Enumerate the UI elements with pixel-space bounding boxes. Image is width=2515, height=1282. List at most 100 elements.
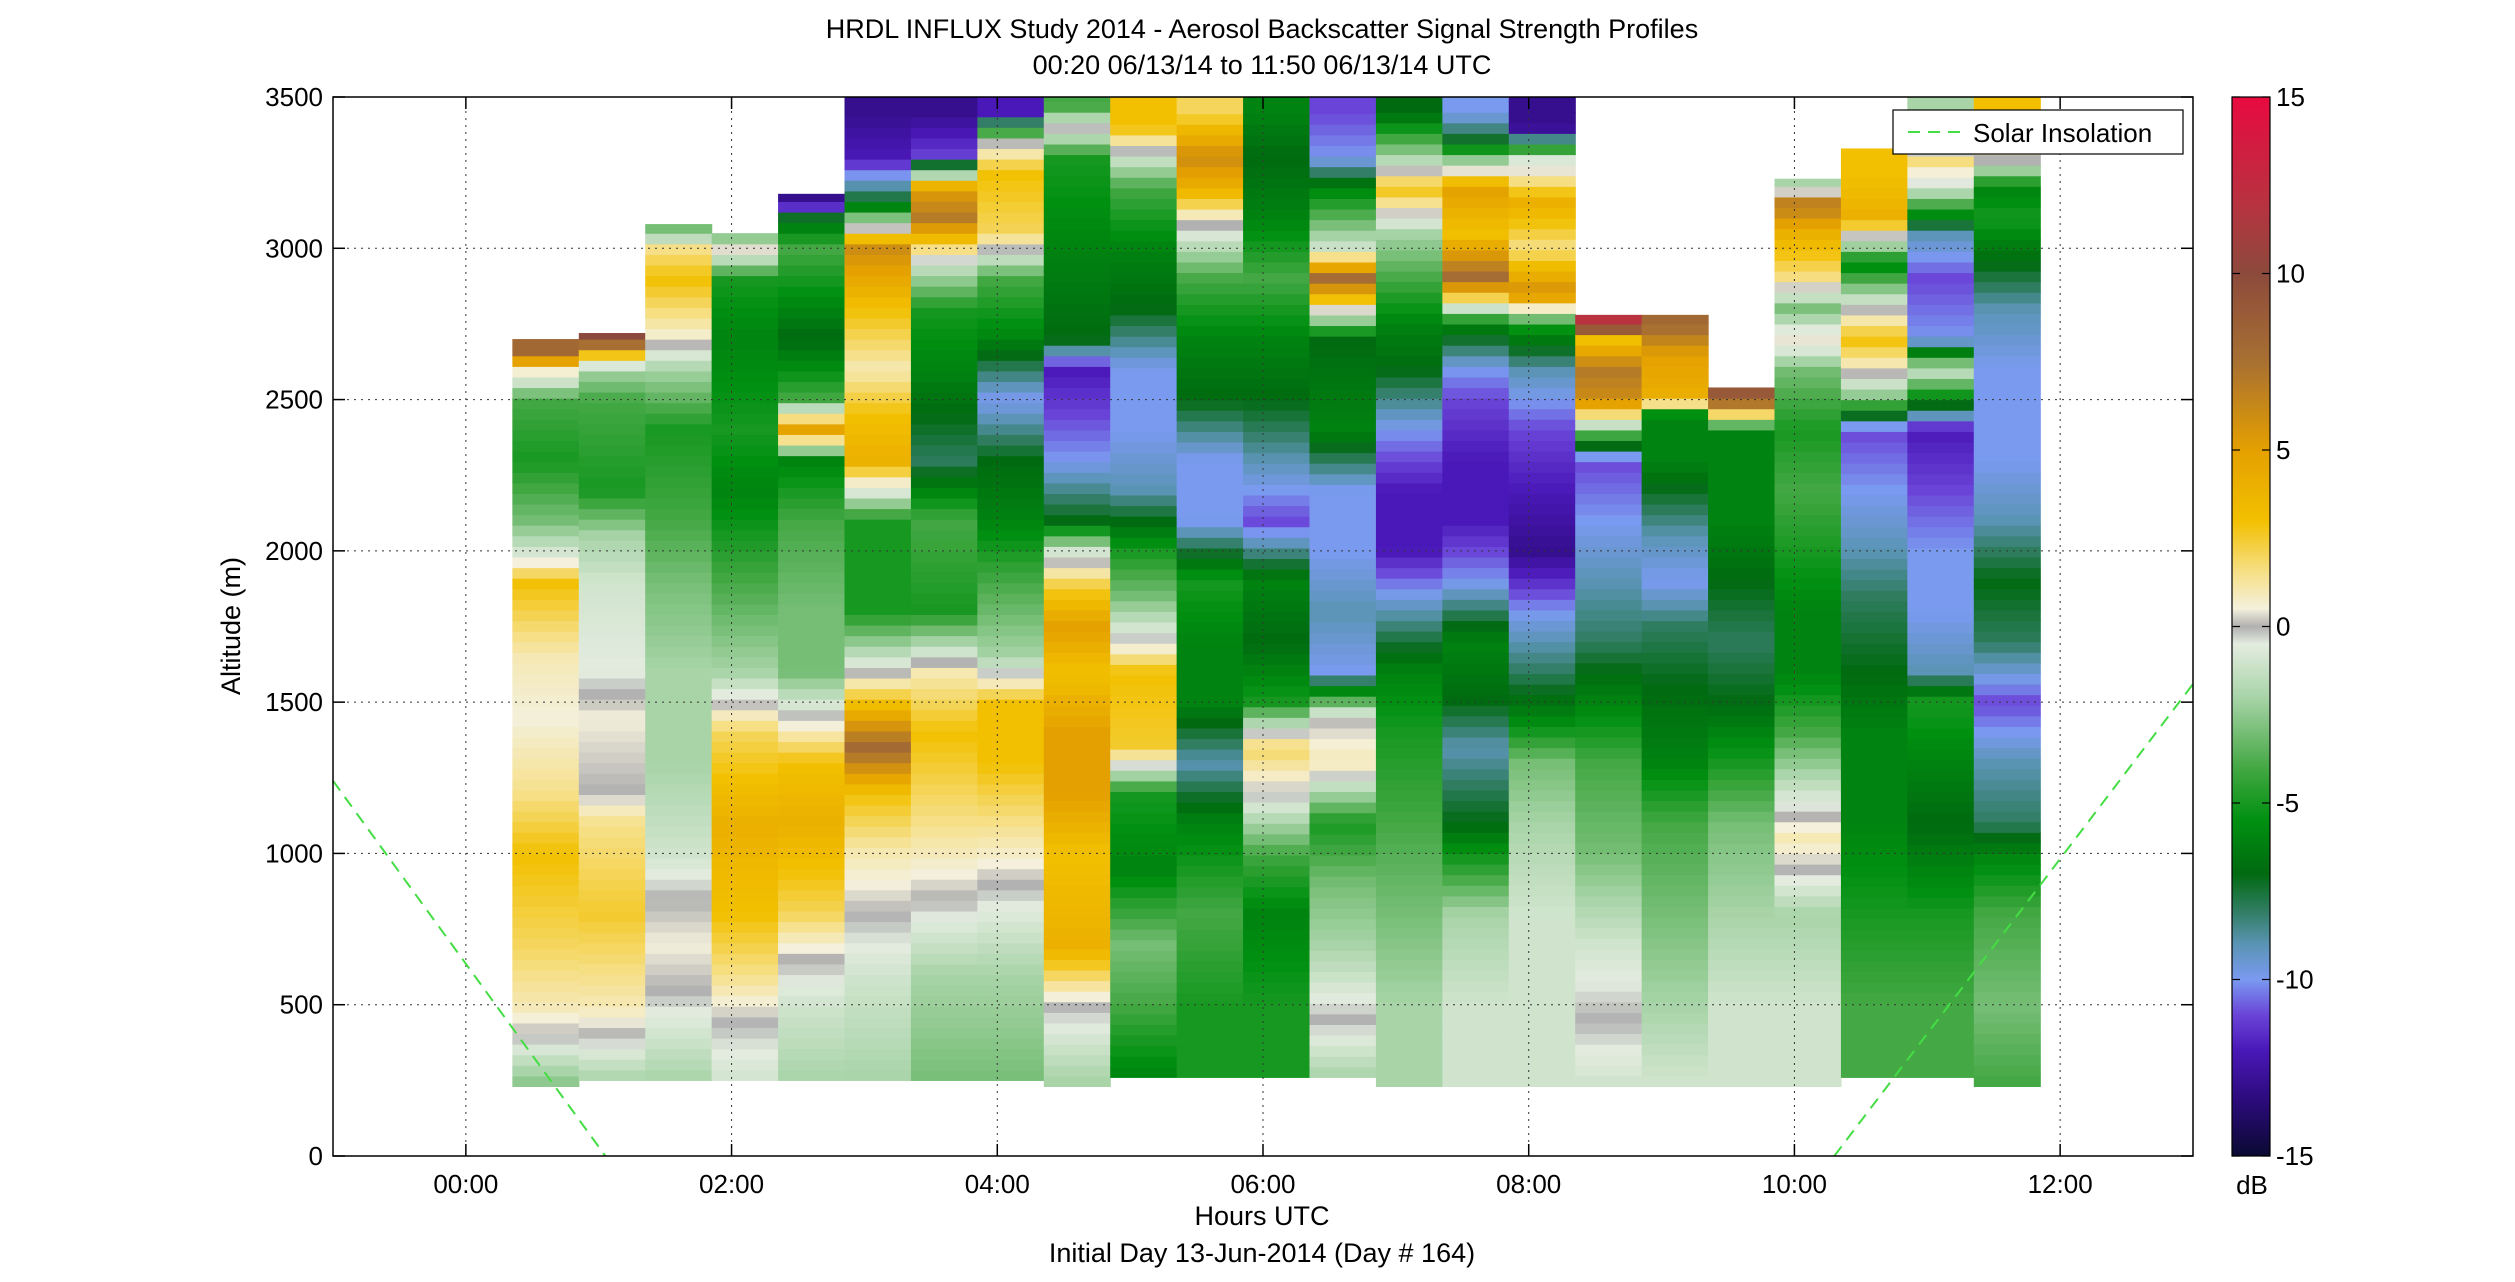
heatmap-cell [844, 392, 912, 404]
heatmap-cell [910, 402, 978, 414]
heatmap-cell [1840, 854, 1908, 867]
heatmap-cell [1840, 1034, 1908, 1047]
profile-column [910, 97, 978, 1081]
heatmap-cell [1708, 916, 1776, 929]
heatmap-cell [1575, 567, 1643, 579]
heatmap-cell [910, 614, 978, 626]
heatmap-cell [1708, 673, 1776, 685]
heatmap-cell [977, 1048, 1045, 1060]
heatmap-cell [1043, 969, 1111, 982]
heatmap-cell [1309, 240, 1377, 252]
heatmap-cell [1708, 1001, 1776, 1013]
heatmap-cell [645, 635, 713, 647]
heatmap-cell [578, 423, 646, 435]
heatmap-cell [1110, 103, 1178, 115]
heatmap-cell [1043, 1065, 1111, 1077]
heatmap-cell [578, 1048, 646, 1060]
heatmap-cell [1375, 514, 1443, 526]
heatmap-cell [711, 1059, 779, 1071]
heatmap-cell [1176, 547, 1244, 560]
heatmap-cell [512, 599, 580, 611]
heatmap-cell [1176, 420, 1244, 432]
heatmap-cell [778, 466, 846, 478]
heatmap-cell [1774, 609, 1842, 622]
heatmap-cell [1110, 706, 1178, 718]
heatmap-cell [1442, 620, 1510, 632]
heatmap-cell [1907, 1066, 1975, 1078]
heatmap-cell [645, 921, 713, 933]
heatmap-cell [1708, 906, 1776, 918]
heatmap-cell [1708, 556, 1776, 569]
heatmap-cell [1840, 727, 1908, 740]
x-axis-label: Hours UTC [1194, 1201, 1329, 1231]
heatmap-cell [512, 969, 580, 982]
heatmap-cell [1375, 133, 1443, 145]
heatmap-cell [1243, 124, 1311, 136]
heatmap-cell [1907, 219, 1975, 231]
heatmap-cell [1043, 842, 1111, 855]
heatmap-cell [1840, 505, 1908, 517]
heatmap-cell [778, 783, 846, 796]
heatmap-cell [1309, 367, 1377, 379]
heatmap-cell [578, 413, 646, 425]
heatmap-cell [1508, 186, 1576, 198]
heatmap-cell [1708, 482, 1776, 494]
heatmap-cell [578, 995, 646, 1007]
heatmap-cell [1110, 283, 1178, 295]
heatmap-cell [1641, 726, 1709, 738]
heatmap-cell [1840, 516, 1908, 528]
heatmap-cell [1442, 101, 1510, 113]
heatmap-cell [1176, 590, 1244, 602]
heatmap-cell [1176, 844, 1244, 856]
heatmap-cell [1774, 599, 1842, 611]
heatmap-cell [977, 222, 1045, 234]
heatmap-cell [1973, 451, 2041, 463]
heatmap-cell [645, 624, 713, 637]
heatmap-cell [1043, 726, 1111, 738]
heatmap-cell [1708, 895, 1776, 907]
heatmap-cell [1907, 272, 1975, 284]
heatmap-cell [1243, 907, 1311, 920]
heatmap-cell [1708, 694, 1776, 706]
heatmap-cell [1243, 939, 1311, 951]
heatmap-cell [1375, 440, 1443, 452]
heatmap-cell [1708, 959, 1776, 971]
heatmap-cell [1907, 357, 1975, 369]
heatmap-cell [1043, 323, 1111, 336]
heatmap-cell [1907, 611, 1975, 623]
heatmap-cell [578, 815, 646, 827]
heatmap-cell [1309, 791, 1377, 803]
heatmap-cell [1176, 643, 1244, 655]
heatmap-cell [778, 497, 846, 510]
heatmap-cell [1508, 292, 1576, 304]
heatmap-cell [1774, 906, 1842, 918]
heatmap-cell [1309, 982, 1377, 994]
heatmap-cell [1043, 514, 1111, 526]
heatmap-cell [1907, 378, 1975, 390]
heatmap-cell [645, 805, 713, 817]
heatmap-cell [1774, 302, 1842, 314]
heatmap-cell [1973, 800, 2041, 812]
heatmap-cell [1907, 876, 1975, 888]
heatmap-cell [1375, 747, 1443, 759]
heatmap-cell [1176, 1034, 1244, 1047]
heatmap-cell [1641, 429, 1709, 442]
heatmap-cell [578, 333, 646, 340]
heatmap-cell [1973, 228, 2041, 240]
heatmap-cell [1375, 387, 1443, 399]
heatmap-cell [1043, 652, 1111, 664]
heatmap-cell [1442, 652, 1510, 664]
heatmap-cell [1375, 228, 1443, 240]
heatmap-cell [1309, 166, 1377, 178]
heatmap-cell [778, 656, 846, 668]
heatmap-cell [645, 688, 713, 700]
heatmap-cell [1973, 313, 2041, 325]
heatmap-cell [645, 794, 713, 806]
heatmap-cell [1907, 770, 1975, 782]
x-tick-label: 08:00 [1496, 1169, 1561, 1199]
heatmap-cell [1907, 854, 1975, 867]
heatmap-cell [1043, 1033, 1111, 1045]
y-tick-label: 0 [309, 1141, 323, 1171]
heatmap-cell [512, 991, 580, 1003]
heatmap-cell [1110, 187, 1178, 199]
